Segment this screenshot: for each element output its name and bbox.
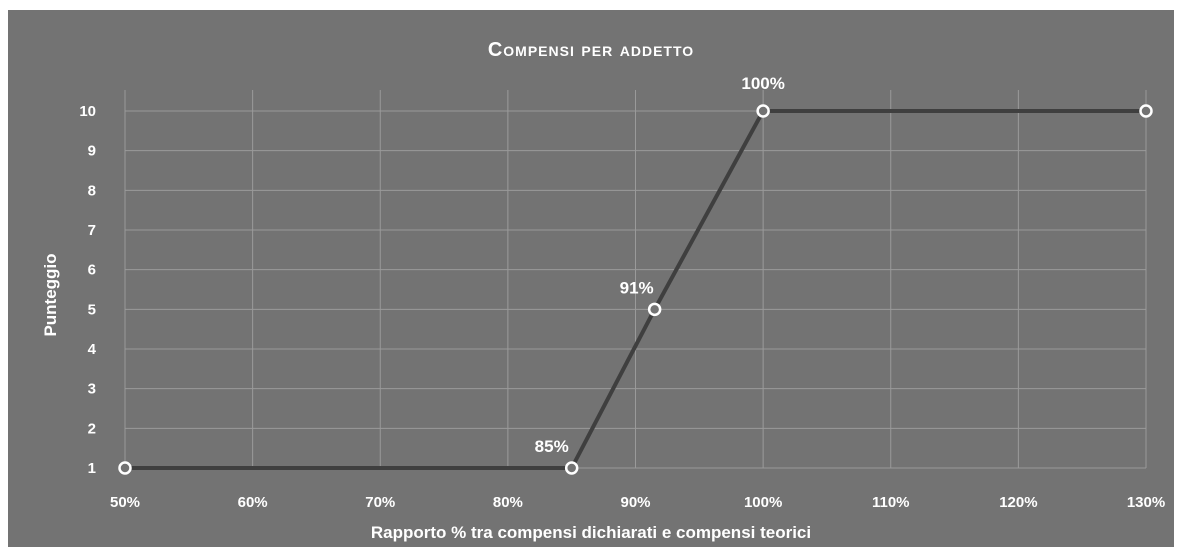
data-point-marker	[118, 461, 132, 475]
y-tick-label: 6	[88, 262, 96, 279]
data-labels: 85% 91% 100%	[535, 74, 785, 456]
y-tick-label: 7	[88, 222, 96, 239]
x-tick-label: 90%	[620, 494, 650, 511]
x-tick-label: 130%	[1127, 494, 1165, 511]
line-chart: Compensi per addetto 85% 91% 100% 50% 60% 70…	[41, 39, 1165, 542]
x-tick-label: 120%	[999, 494, 1037, 511]
data-point-marker	[564, 461, 579, 475]
data-point-label: 91%	[620, 278, 654, 297]
chart-title: Compensi per addetto	[488, 39, 694, 61]
y-tick-label: 1	[88, 460, 96, 477]
x-tick-label: 80%	[493, 494, 523, 511]
x-tick-label: 70%	[365, 494, 395, 511]
y-tick-label: 8	[88, 182, 96, 199]
x-tick-label: 60%	[238, 494, 268, 511]
x-tick-label: 100%	[744, 494, 782, 511]
x-axis-ticks: 50% 60% 70% 80% 90% 100% 110% 120% 130%	[110, 494, 1165, 511]
y-tick-label: 4	[88, 341, 97, 358]
x-tick-label: 50%	[110, 494, 140, 511]
y-axis-ticks: 1 2 3 4 5 6 7 8 9 10	[79, 103, 96, 477]
x-axis-title: Rapporto % tra compensi dichiarati e com…	[371, 523, 811, 542]
data-point-marker	[647, 302, 662, 317]
data-point-marker	[756, 104, 770, 118]
x-tick-label: 110%	[872, 494, 910, 511]
data-point-marker	[1139, 104, 1153, 118]
y-tick-label: 10	[79, 103, 96, 120]
y-tick-label: 9	[88, 143, 96, 160]
y-tick-label: 3	[88, 381, 96, 398]
marker-layer	[118, 104, 1153, 475]
y-tick-label: 2	[88, 420, 96, 437]
data-point-label: 100%	[741, 74, 784, 93]
y-axis-title: Punteggio	[41, 253, 60, 336]
data-point-label: 85%	[535, 437, 569, 456]
y-tick-label: 5	[88, 301, 96, 318]
chart-area: Compensi per addetto 85% 91% 100% 50% 60% 70…	[8, 10, 1174, 547]
